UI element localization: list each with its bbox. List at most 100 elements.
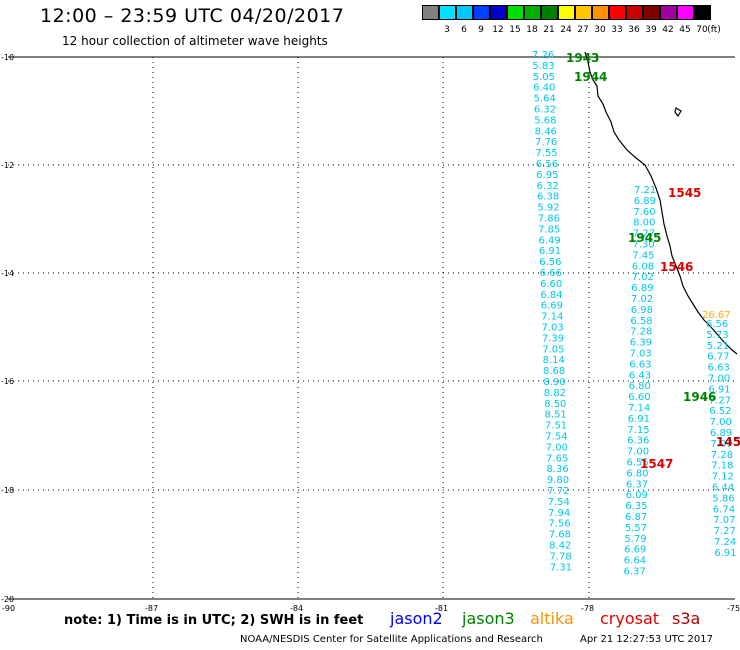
scale-swatch [473, 5, 490, 20]
scale-swatch [609, 5, 626, 20]
wave-height-label: 6.44 [712, 483, 734, 494]
scale-swatch [677, 5, 694, 20]
wave-height-label: 6.98 [631, 305, 653, 316]
lon-tick-label: -81 [435, 604, 448, 613]
scale-label: 3 [444, 25, 450, 35]
pass-time-label: 1547 [640, 457, 673, 471]
wave-height-label: 8.36 [546, 464, 568, 475]
pass-time-label: 1945 [628, 231, 661, 245]
scale-swatch [439, 5, 456, 20]
wave-height-label: 6.74 [713, 504, 735, 515]
credit-line: NOAA/NESDIS Center for Satellite Applica… [240, 634, 543, 645]
wave-height-label: 5.05 [533, 72, 555, 83]
wave-height-label: 7.15 [627, 425, 649, 436]
wave-height-label: 7.39 [542, 333, 564, 344]
wave-height-label: 7.03 [630, 349, 652, 360]
map-grid [8, 56, 735, 600]
wave-height-label: 6.08 [632, 261, 654, 272]
wave-height-label: 7.02 [631, 294, 653, 305]
wave-height-label: 7.72 [547, 486, 569, 497]
axis-ticks: -90 -87 -84 -81 -78 -75 -10 -12 -14 -16 -18 -20 [1, 53, 740, 613]
wave-height-label: 6.37 [624, 567, 646, 578]
time-labels: 1943 1944 1545 1945 1546 26.67 1946 145 1547 [566, 51, 740, 471]
wave-height-label: 7.00 [708, 374, 730, 385]
wave-height-label: 7.55 [535, 148, 557, 159]
wave-height-label: 6.60 [540, 279, 562, 290]
wave-height-label: 7.45 [632, 250, 654, 261]
wave-height-label: 6.43 [629, 370, 651, 381]
scale-unit: (ft) [707, 25, 721, 35]
wave-height-label: 8.46 [535, 126, 557, 137]
coastline [584, 51, 738, 355]
lat-tick-label: -10 [1, 53, 14, 62]
lon-tick-label: -90 [2, 604, 15, 613]
pass-time-label: 26.67 [702, 310, 731, 321]
wave-height-label: 6.91 [708, 384, 730, 395]
scale-label: 9 [478, 25, 484, 35]
wave-height-label: 7.00 [627, 447, 649, 458]
wave-height-label: 6.56 [536, 159, 558, 170]
wave-height-label: 7.00 [710, 417, 732, 428]
wave-height-label: 6.84 [540, 290, 562, 301]
wave-height-label: 7.02 [632, 272, 654, 283]
legend-altika: altika [530, 609, 574, 628]
scale-label: 70 [696, 25, 708, 35]
wave-height-label: 7.26 [532, 50, 554, 61]
wave-height-label: 6.69 [624, 545, 646, 556]
wave-height-label: 7.86 [538, 214, 560, 225]
wave-height-label: 7.94 [548, 508, 570, 519]
scale-label: 24 [560, 25, 572, 35]
pass-time-label: 1946 [683, 390, 716, 404]
wave-height-label: 9.80 [547, 475, 569, 486]
wave-height-label: 7.76 [535, 137, 557, 148]
wave-height-label: 5.57 [625, 523, 647, 534]
wave-height-label: 7.54 [545, 432, 567, 443]
lat-tick-label: -16 [1, 377, 14, 386]
wave-height-label: 6.32 [537, 181, 559, 192]
wave-height-label: 5.83 [532, 61, 554, 72]
scale-label: 36 [628, 25, 640, 35]
pass-time-label: 1545 [668, 186, 701, 200]
wave-height-label: 6.64 [624, 556, 646, 567]
wave-height-label: 6.35 [625, 501, 647, 512]
wave-height-label: 6.80 [629, 381, 651, 392]
scale-swatch [660, 5, 677, 20]
wave-height-label: 7.07 [710, 439, 732, 450]
wave-height-label: 7.30 [633, 240, 655, 251]
legend-jason3: jason3 [462, 609, 515, 628]
pass-time-label: 1546 [660, 260, 693, 274]
wave-height-label: 7.54 [548, 497, 570, 508]
wave-height-label: 6.49 [538, 235, 560, 246]
wave-height-label: 7.27 [709, 395, 731, 406]
pass-time-label: 145 [716, 435, 740, 449]
wave-height-label: 6.40 [533, 83, 555, 94]
wave-height-label: 6.91 [714, 548, 736, 559]
lon-tick-label: -78 [581, 604, 594, 613]
scale-label: 33 [611, 25, 623, 35]
wave-height-label: 7.12 [712, 472, 734, 483]
scale-label: 27 [577, 25, 589, 35]
wave-height-label: 8.82 [544, 388, 566, 399]
wave-height-label: 7.18 [711, 461, 733, 472]
pass-time-label: 1943 [566, 51, 599, 65]
wave-height-label: 6.66 [540, 268, 562, 279]
scale-swatch [541, 5, 558, 20]
wave-height-label: 6.56 [539, 257, 561, 268]
pass-time-label: 1944 [574, 70, 607, 84]
wave-height-label: 6.09 [626, 490, 648, 501]
scale-label: 39 [645, 25, 657, 35]
wave-height-label: 7.14 [628, 403, 650, 414]
wave-height-label: 6.89 [710, 428, 732, 439]
wave-height-label: 6.91 [628, 414, 650, 425]
wave-height-label: 8.14 [543, 355, 565, 366]
wave-height-label: 7.24 [714, 537, 736, 548]
wave-height-label: 6.89 [634, 196, 656, 207]
scale-label: 18 [526, 25, 538, 35]
legend-cryosat: cryosat [600, 609, 660, 628]
wave-height-label: 7.27 [633, 229, 655, 240]
scale-swatch [592, 5, 609, 20]
lat-tick-label: -20 [1, 595, 14, 604]
wave-height-label: 6.32 [534, 105, 556, 116]
wave-height-label: 6.63 [629, 359, 651, 370]
